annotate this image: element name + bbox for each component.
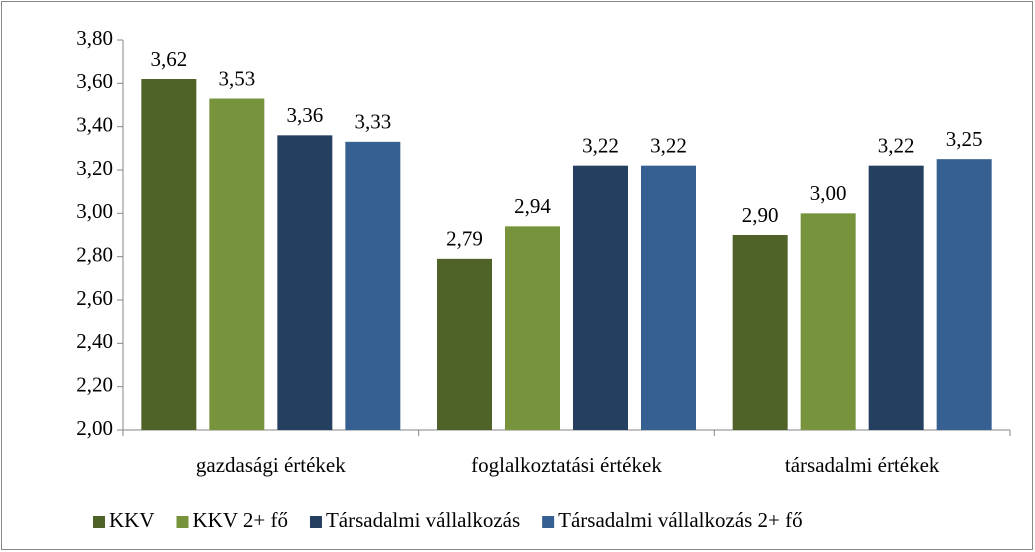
legend-label: Társadalmi vállalkozás 2+ fő [558, 508, 803, 532]
bar [868, 165, 924, 430]
data-label: 3,22 [878, 133, 915, 157]
bar [141, 79, 197, 430]
data-label: 3,22 [650, 133, 687, 157]
bar [936, 159, 992, 430]
data-label: 3,62 [150, 47, 187, 71]
bar [209, 98, 265, 430]
y-tick-label: 3,80 [76, 26, 113, 50]
data-label: 2,94 [514, 194, 551, 218]
y-tick-label: 2,60 [76, 286, 113, 310]
x-tick-label: foglalkoztatási értékek [471, 453, 662, 477]
y-tick-label: 2,40 [76, 329, 113, 353]
data-label: 3,22 [582, 133, 619, 157]
y-tick-label: 2,20 [76, 372, 113, 396]
legend-swatch [309, 516, 322, 528]
data-label: 3,53 [218, 66, 255, 90]
data-label: 2,90 [742, 203, 779, 227]
y-tick-label: 2,00 [76, 416, 113, 440]
data-label: 2,79 [446, 227, 483, 251]
bar [732, 235, 788, 430]
bar [345, 141, 401, 431]
bar [800, 213, 856, 430]
bar [437, 258, 492, 430]
data-label: 3,36 [286, 103, 323, 127]
bar [573, 165, 628, 430]
y-tick-label: 3,00 [76, 199, 113, 223]
y-tick-label: 3,40 [76, 112, 113, 136]
y-tick-label: 3,60 [76, 69, 113, 93]
x-tick-label: gazdasági értékek [196, 453, 346, 477]
data-label: 3,00 [810, 181, 847, 205]
y-tick-label: 2,80 [76, 242, 113, 266]
bar [641, 165, 696, 430]
data-label: 3,25 [946, 127, 983, 151]
data-label: 3,33 [354, 110, 391, 134]
legend-label: KKV [109, 508, 155, 532]
legend-swatch [542, 516, 555, 528]
bar [277, 135, 333, 431]
legend-label: KKV 2+ fő [193, 508, 288, 532]
y-tick-label: 3,20 [76, 156, 113, 180]
legend-swatch [176, 516, 189, 528]
x-tick-label: társadalmi értékek [785, 453, 940, 477]
bar [505, 226, 560, 430]
legend-swatch [93, 516, 105, 528]
legend-label: Társadalmi vállalkozás [326, 508, 520, 532]
